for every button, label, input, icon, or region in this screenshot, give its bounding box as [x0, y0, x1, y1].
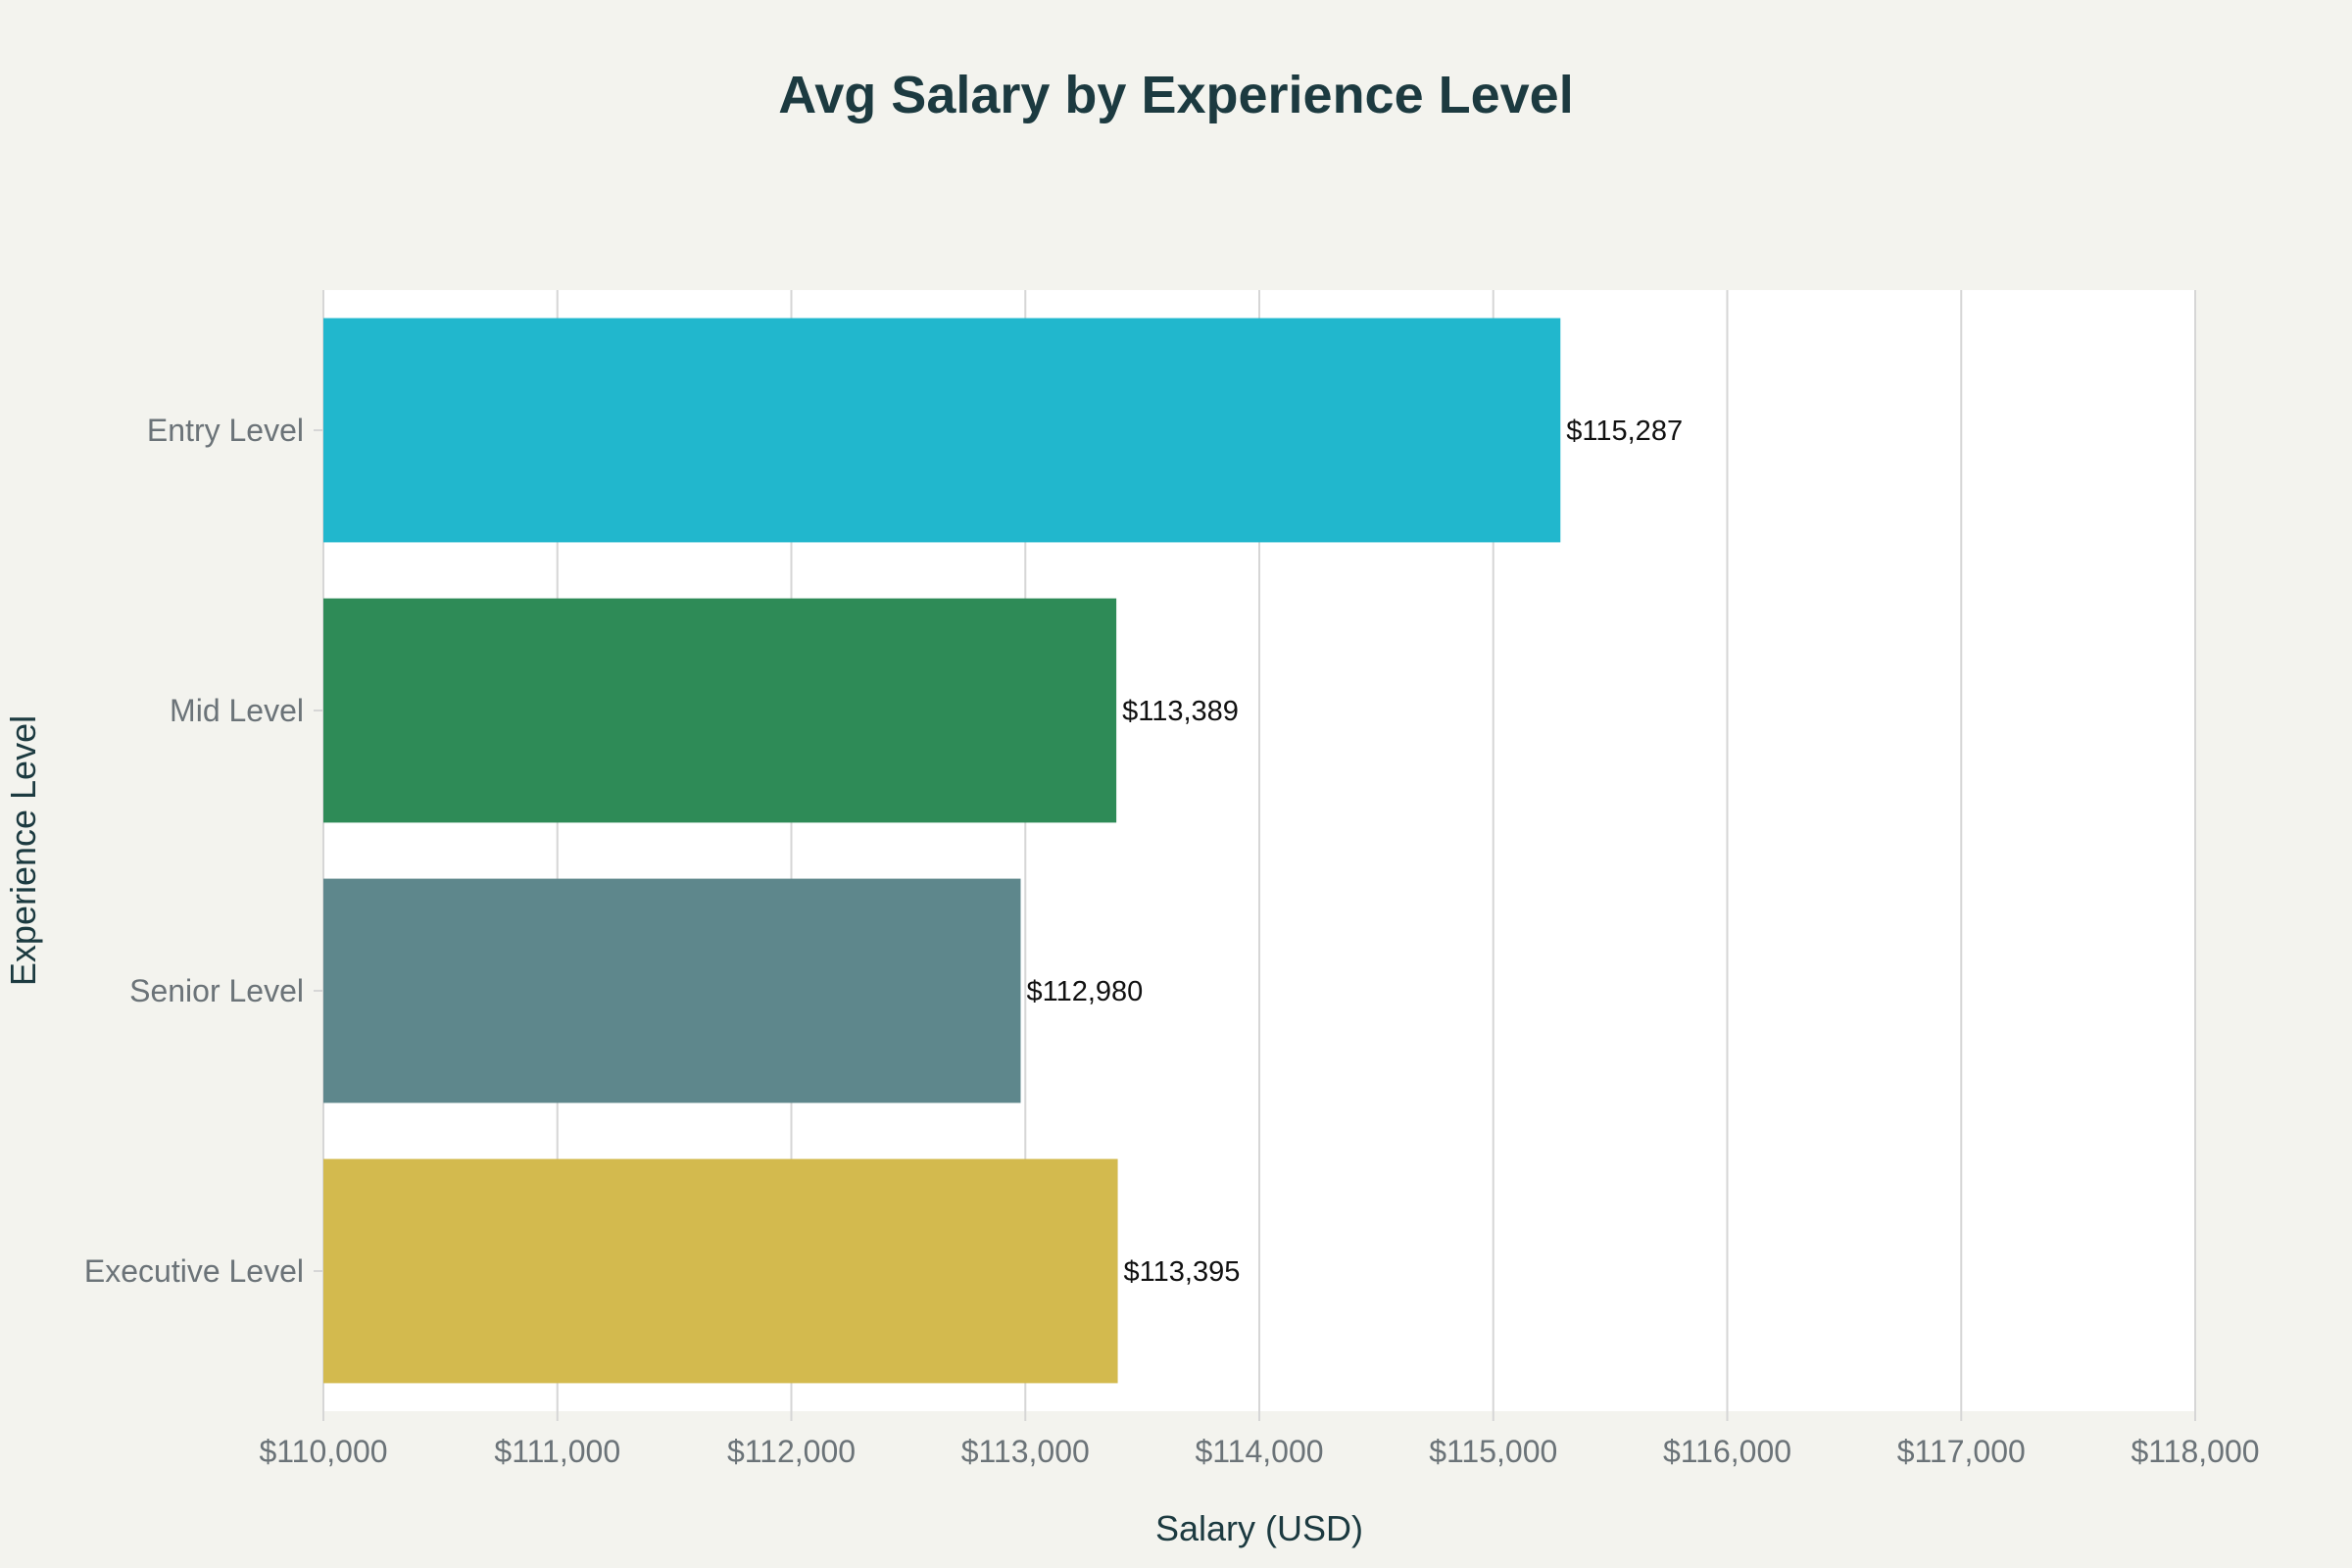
bar	[323, 878, 1021, 1103]
x-tick-label: $114,000	[1195, 1434, 1323, 1469]
x-axis-ticks: $110,000 $111,000 $112,000 $113,000 $114,000…	[259, 1411, 2260, 1469]
x-tick-label: $111,000	[494, 1434, 620, 1469]
x-tick-label: $110,000	[259, 1434, 387, 1469]
bars	[323, 318, 1561, 1384]
data-label: $112,980	[1026, 976, 1143, 1007]
data-label: $115,287	[1566, 416, 1683, 447]
x-tick-label: $112,000	[727, 1434, 856, 1469]
x-tick-label: $116,000	[1663, 1434, 1791, 1469]
y-tick-label: Entry Level	[147, 413, 304, 448]
x-tick-label: $115,000	[1429, 1434, 1557, 1469]
x-tick-label: $118,000	[2131, 1434, 2259, 1469]
data-label: $113,395	[1124, 1256, 1241, 1288]
x-axis-title: Salary (USD)	[1155, 1508, 1363, 1548]
bar	[323, 318, 1561, 543]
data-label: $113,389	[1122, 696, 1239, 727]
y-axis-title: Experience Level	[3, 715, 43, 986]
bar	[323, 1158, 1118, 1384]
data-labels: $115,287 $113,389 $112,980 $113,395	[1026, 416, 1683, 1288]
x-tick-label: $117,000	[1897, 1434, 2026, 1469]
y-tick-label: Senior Level	[129, 973, 304, 1008]
bar	[323, 598, 1117, 823]
chart-title: Avg Salary by Experience Level	[778, 66, 1573, 124]
x-tick-label: $113,000	[961, 1434, 1090, 1469]
y-axis-ticks: Entry Level Mid Level Senior Level Executiv…	[84, 413, 323, 1289]
y-tick-label: Executive Level	[84, 1253, 304, 1289]
y-tick-label: Mid Level	[170, 693, 304, 728]
